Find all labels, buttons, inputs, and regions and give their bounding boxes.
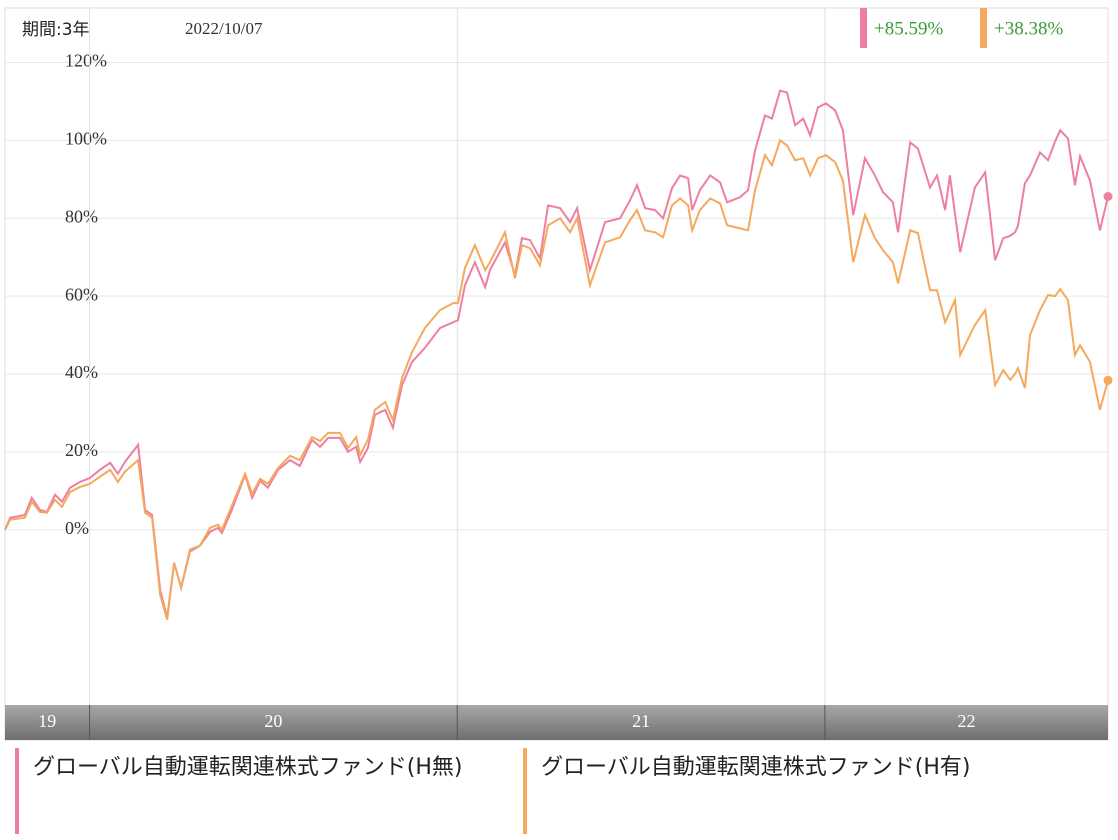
date: 2022/10/07 [185,19,263,38]
legend-label: グローバル自動運転関連株式ファンド(H無) [33,755,463,780]
end-dot [1103,375,1113,385]
year-band [5,705,1108,740]
legend-item: グローバル自動運転関連株式ファンド(H無) [15,748,483,834]
y-tick-label: 80% [65,206,98,226]
year-label: 19 [38,711,56,731]
y-tick-label: 60% [65,284,98,304]
year-label: 22 [957,711,975,731]
legend-swatch [523,748,527,834]
year-label: 20 [264,711,282,731]
legend-label: グローバル自動運転関連株式ファンド(H有) [541,755,971,780]
y-tick-label: 40% [65,362,98,382]
y-tick-label: 100% [65,129,107,149]
end-label: +38.38% [994,18,1063,39]
end-label: +85.59% [874,18,943,39]
year-label: 21 [632,711,650,731]
chart: 期間:3年 2022/10/07 0% 20% 40% 60% 80% 100% 120% 1… [4,7,1113,741]
end-label-bar [980,8,987,48]
end-label-bar [860,8,867,48]
period: 期間:3年 [22,20,90,40]
legend-item: グローバル自動運転関連株式ファンド(H有) [523,748,991,834]
end-dot [1103,192,1113,202]
y-tick-label: 20% [65,440,98,460]
legend-swatch [15,748,19,834]
series-line [4,138,1109,620]
y-tick-label: 120% [65,51,107,71]
y-tick-label: 0% [65,518,89,538]
